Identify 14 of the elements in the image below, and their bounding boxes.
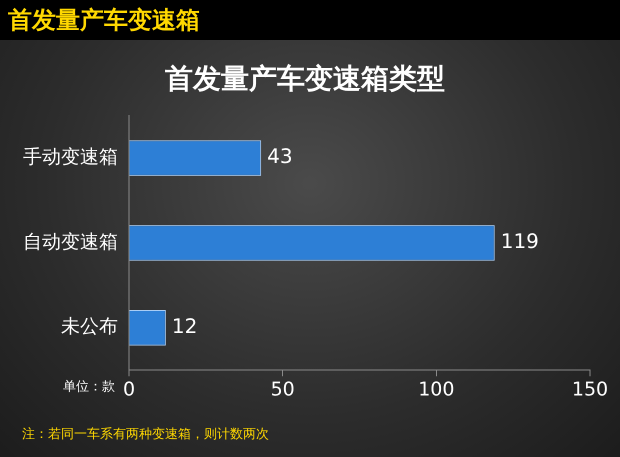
x-tick-label: 150 [572,378,608,401]
data-label: 12 [172,314,198,338]
y-tick-label: 未公布 [61,316,118,338]
x-tick-label: 100 [418,378,454,401]
x-tick-label: 0 [122,378,136,401]
y-tick-label: 手动变速箱 [23,146,118,168]
data-label: 43 [267,144,293,168]
data-label: 119 [500,229,539,254]
chart-title: 首发量产车变速箱 [0,0,620,40]
chart-subtitle: 首发量产车变速箱类型 [164,62,445,96]
text: 单位：款 [63,379,115,394]
text: 注：若同一车系有两种变速箱，则计数两次 [22,426,269,443]
x-tick-label: 50 [270,378,295,401]
y-tick-label: 自动变速箱 [23,230,118,253]
